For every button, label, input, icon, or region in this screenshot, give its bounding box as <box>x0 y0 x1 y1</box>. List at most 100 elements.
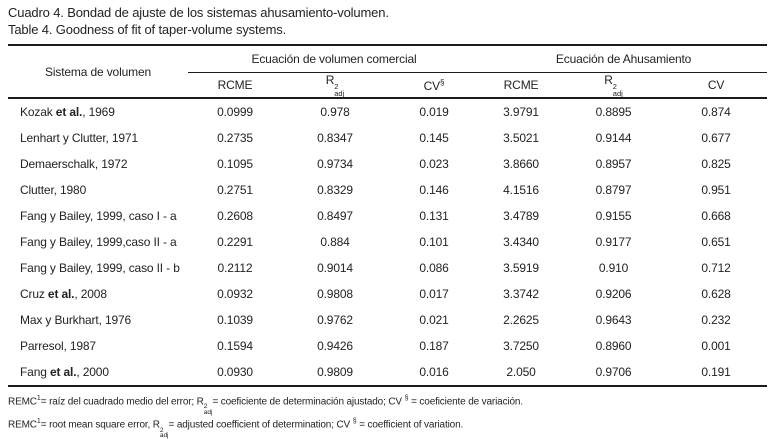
cell-value: 0.0999 <box>217 105 253 119</box>
system-name: Max y Burkhart, 1976 <box>20 313 132 327</box>
cell-value: 0.146 <box>419 183 449 197</box>
system-name: Lenhart y Clutter, 1971 <box>20 131 138 145</box>
system-name: Kozak et al., 1969 <box>20 105 115 119</box>
cell-value: 0.9177 <box>595 235 632 249</box>
table-title-spanish: Cuadro 4. Bondad de ajuste de los sistem… <box>8 5 389 20</box>
system-name: Fang y Bailey, 1999, caso II - b <box>20 261 180 275</box>
cell-value: 0.8497 <box>317 209 353 223</box>
footnote-spanish: REMC1= raíz del cuadrado medio del error… <box>8 395 523 416</box>
cell-value: 0.101 <box>419 235 449 249</box>
cell-value: 0.1095 <box>217 157 253 171</box>
group-header-taper: Ecuación de Ahusamiento <box>480 45 768 73</box>
table-row: Lenhart y Clutter, 1971 0.2735 0.8347 0.… <box>8 125 767 151</box>
r-squared-adj-symbol: R 2 adj <box>325 73 345 98</box>
cell-value: 0.8347 <box>317 131 353 145</box>
cv-section-symbol: CV§ <box>423 77 445 93</box>
table-row: Kozak et al., 1969 0.0999 0.978 0.019 3.… <box>8 98 767 125</box>
group-header-commercial-volume: Ecuación de volumen comercial <box>188 45 481 73</box>
cell-value: 0.1594 <box>217 339 253 353</box>
cell-value: 3.4789 <box>503 209 539 223</box>
cell-value: 4.1516 <box>503 183 539 197</box>
footnote-english: REMC1= root mean square error, R 2 adj = ad… <box>8 418 464 439</box>
cell-value: 0.9014 <box>317 261 353 275</box>
cell-value: 0.8957 <box>595 157 632 171</box>
cell-value: 0.0930 <box>188 359 282 387</box>
cell-value: 0.187 <box>419 339 449 353</box>
cell-value: 3.5919 <box>503 261 539 275</box>
cell-value: 0.978 <box>320 105 350 119</box>
column-header-system: Sistema de volumen <box>8 45 188 99</box>
cell-value: 0.9426 <box>317 339 353 353</box>
table-row: Parresol, 1987 0.1594 0.9426 0.187 3.725… <box>8 333 767 359</box>
cell-value: 0.016 <box>388 359 481 387</box>
cell-value: 0.9206 <box>595 287 632 301</box>
cell-value: 0.2751 <box>217 183 253 197</box>
cell-value: 0.951 <box>701 183 731 197</box>
cell-value: 0.9706 <box>562 359 666 387</box>
cell-value: 3.4340 <box>503 235 539 249</box>
cell-value: 0.8797 <box>595 183 632 197</box>
r-squared-adj-symbol: 2 adj <box>203 403 213 416</box>
cell-value: 0.145 <box>419 131 449 145</box>
table-row: Demaerschalk, 1972 0.1095 0.9734 0.023 3… <box>8 151 767 177</box>
cell-value: 0.086 <box>419 261 449 275</box>
cell-value: 0.712 <box>701 261 731 275</box>
table-row: Fang y Bailey, 1999,caso II - a 0.2291 0… <box>8 229 767 255</box>
table-row: Fang y Bailey, 1999, caso II - b 0.2112 … <box>8 255 767 281</box>
column-header-r2adj-taper: R 2 adj <box>562 72 666 99</box>
cell-value: 0.8329 <box>317 183 353 197</box>
cell-value: 0.9808 <box>317 287 353 301</box>
column-header-cv-taper: CV <box>665 72 768 99</box>
system-name: Parresol, 1987 <box>20 339 96 353</box>
system-name: Cruz et al., 2008 <box>20 287 107 301</box>
cell-value: 3.5021 <box>503 131 539 145</box>
cell-value: 0.874 <box>701 105 731 119</box>
cell-value: 0.191 <box>665 359 768 387</box>
column-header-r2adj-volume: R 2 adj <box>282 72 388 99</box>
subheader-row: RCME R 2 adj CV§ RCME R 2 adj CV <box>8 72 768 99</box>
system-name: Demaerschalk, 1972 <box>20 157 128 171</box>
table-title-english: Table 4. Goodness of fit of taper-volume… <box>8 22 287 37</box>
cell-value: 0.0932 <box>217 287 253 301</box>
system-name: Fang y Bailey, 1999, caso I - a <box>20 209 177 223</box>
cell-value: 0.825 <box>701 157 731 171</box>
cell-value: 0.021 <box>419 313 449 327</box>
cell-value: 2.2625 <box>503 313 539 327</box>
cell-value: 0.668 <box>701 209 731 223</box>
column-header-cv-volume: CV§ <box>388 72 481 99</box>
cell-value: 0.8895 <box>595 105 632 119</box>
system-name: Fang y Bailey, 1999,caso II - a <box>20 235 177 249</box>
cell-value: 0.9643 <box>595 313 632 327</box>
table-body: Kozak et al., 1969 0.0999 0.978 0.019 3.… <box>8 98 768 387</box>
r-squared-adj-symbol: R 2 adj <box>604 73 623 98</box>
footnotes: REMC1= raíz del cuadrado medio del error… <box>8 392 767 439</box>
cell-value: 0.2735 <box>217 131 253 145</box>
cell-value: 3.9791 <box>503 105 539 119</box>
cell-value: 0.019 <box>419 105 449 119</box>
cell-value: 0.001 <box>701 339 731 353</box>
column-header-rcme-taper: RCME <box>480 72 563 99</box>
system-name: Fang et al., 2000 <box>8 359 188 387</box>
r-squared-adj-symbol: 2 adj <box>159 426 169 439</box>
cell-value: 0.9734 <box>317 157 353 171</box>
cell-value: 0.910 <box>598 261 629 275</box>
cell-value: 3.3742 <box>503 287 539 301</box>
cell-value: 0.232 <box>701 313 731 327</box>
cell-value: 0.2291 <box>217 235 253 249</box>
table-row: Max y Burkhart, 1976 0.1039 0.9762 0.021… <box>8 307 767 333</box>
cell-value: 0.2112 <box>217 261 253 275</box>
table-row: Clutter, 1980 0.2751 0.8329 0.146 4.1516… <box>8 177 767 203</box>
cell-value: 0.2608 <box>217 209 253 223</box>
table-row: Cruz et al., 2008 0.0932 0.9808 0.017 3.… <box>8 281 767 307</box>
cell-value: 0.9155 <box>595 209 632 223</box>
cell-value: 3.7250 <box>503 339 539 353</box>
column-header-rcme-volume: RCME <box>188 72 282 99</box>
table-header: Sistema de volumen Ecuación de volumen c… <box>8 45 768 99</box>
cell-value: 0.9144 <box>595 131 632 145</box>
goodness-of-fit-table: Sistema de volumen Ecuación de volumen c… <box>8 44 768 387</box>
cell-value: 0.651 <box>701 235 731 249</box>
table-row: Fang et al., 2000 0.0930 0.9809 0.016 2.… <box>8 359 768 387</box>
cell-value: 3.8660 <box>503 157 539 171</box>
cell-value: 0.1039 <box>217 313 253 327</box>
